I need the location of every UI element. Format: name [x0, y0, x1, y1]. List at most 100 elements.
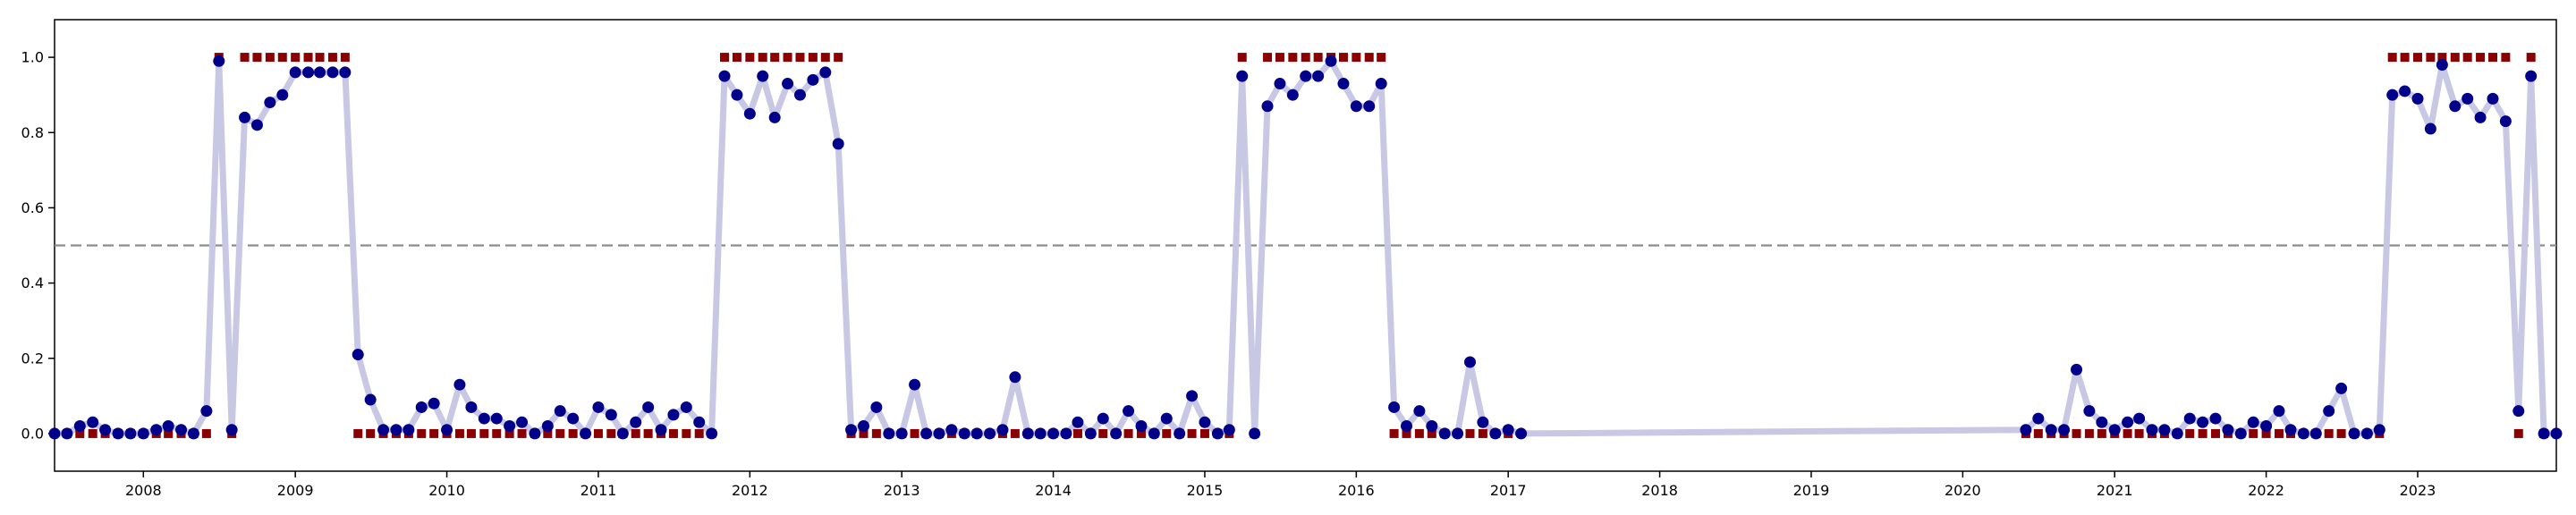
y-tick-label: 1.0 [21, 49, 44, 66]
point-layer [48, 55, 2563, 440]
data-point [2171, 427, 2183, 440]
label-marker [795, 53, 805, 63]
x-tick-label: 2014 [1035, 482, 1072, 499]
label-marker [252, 53, 262, 63]
data-point [1097, 412, 1109, 425]
data-point [2083, 405, 2096, 418]
data-point [137, 427, 149, 440]
y-tick-label: 0.6 [21, 199, 44, 216]
data-point [73, 420, 86, 432]
data-point [2133, 412, 2146, 425]
label-marker [1313, 53, 1323, 63]
label-marker [2134, 428, 2144, 438]
label-marker [1338, 53, 1348, 63]
data-point [2348, 427, 2360, 440]
label-marker [2476, 53, 2486, 63]
data-point [352, 349, 364, 361]
data-point [768, 111, 781, 123]
data-point [757, 70, 769, 82]
data-point [1325, 55, 1337, 67]
data-point [453, 378, 466, 391]
data-point [250, 119, 263, 131]
label-marker [2072, 428, 2081, 438]
data-point [465, 401, 478, 413]
data-point [1211, 427, 1224, 440]
label-marker [303, 53, 313, 63]
label-marker [2261, 428, 2271, 438]
data-point [1401, 420, 1413, 432]
data-point [883, 427, 895, 440]
label-marker [1098, 428, 1108, 438]
label-marker [808, 53, 818, 63]
label-marker [668, 428, 678, 438]
label-marker [429, 428, 439, 438]
label-marker [291, 53, 301, 63]
y-tick-label: 0.2 [21, 350, 44, 367]
data-point [895, 427, 908, 440]
data-point [1047, 427, 1060, 440]
data-point [1274, 78, 1286, 90]
data-point [958, 427, 970, 440]
data-point [112, 427, 124, 440]
data-point [2247, 416, 2259, 428]
label-marker [492, 428, 502, 438]
data-point [1489, 427, 1502, 440]
data-point [845, 424, 858, 436]
data-point [2058, 424, 2071, 436]
x-tick-label: 2011 [580, 482, 617, 499]
data-point [933, 427, 945, 440]
data-point [2273, 405, 2285, 418]
label-marker [732, 53, 741, 63]
x-tick-label: 2018 [1641, 482, 1678, 499]
x-tick-label: 2009 [277, 482, 314, 499]
data-point [2323, 405, 2335, 418]
data-point [2386, 89, 2399, 101]
data-point [1477, 416, 1489, 428]
data-point [478, 412, 490, 425]
x-tick-label: 2013 [884, 482, 920, 499]
data-point [567, 412, 580, 425]
data-point [2197, 416, 2209, 428]
data-point [2045, 424, 2057, 436]
x-tick-label: 2010 [428, 482, 465, 499]
data-point [1312, 70, 1325, 82]
x-tick-label: 2017 [1490, 482, 1527, 499]
label-marker [834, 53, 843, 63]
label-marker [2437, 53, 2447, 63]
data-point [2284, 424, 2297, 436]
data-point [2020, 424, 2032, 436]
data-point [2474, 111, 2487, 123]
data-point [490, 412, 503, 425]
data-point [655, 424, 667, 436]
data-point [2411, 92, 2424, 105]
label-marker [631, 428, 640, 438]
data-point [2360, 427, 2373, 440]
data-point [945, 424, 958, 436]
data-point [175, 424, 188, 436]
label-marker [1364, 53, 1374, 63]
data-point [693, 416, 706, 428]
data-point [1375, 78, 1387, 90]
label-marker [1199, 428, 1209, 438]
label-marker [2274, 428, 2284, 438]
data-point [1515, 427, 1528, 440]
data-point [920, 427, 933, 440]
data-point [1034, 427, 1046, 440]
label-marker [366, 428, 376, 438]
label-marker [2198, 428, 2207, 438]
data-point [554, 405, 566, 418]
data-point [2032, 412, 2045, 425]
data-point [642, 401, 655, 413]
data-point [415, 401, 428, 413]
data-point [706, 427, 718, 440]
data-point [680, 401, 692, 413]
data-point [377, 424, 390, 436]
label-marker [164, 428, 174, 438]
label-marker [1010, 428, 1020, 438]
data-point [870, 401, 883, 413]
data-point [1009, 371, 1021, 384]
data-point [2550, 427, 2563, 440]
data-point [592, 401, 605, 413]
data-point [996, 424, 1009, 436]
